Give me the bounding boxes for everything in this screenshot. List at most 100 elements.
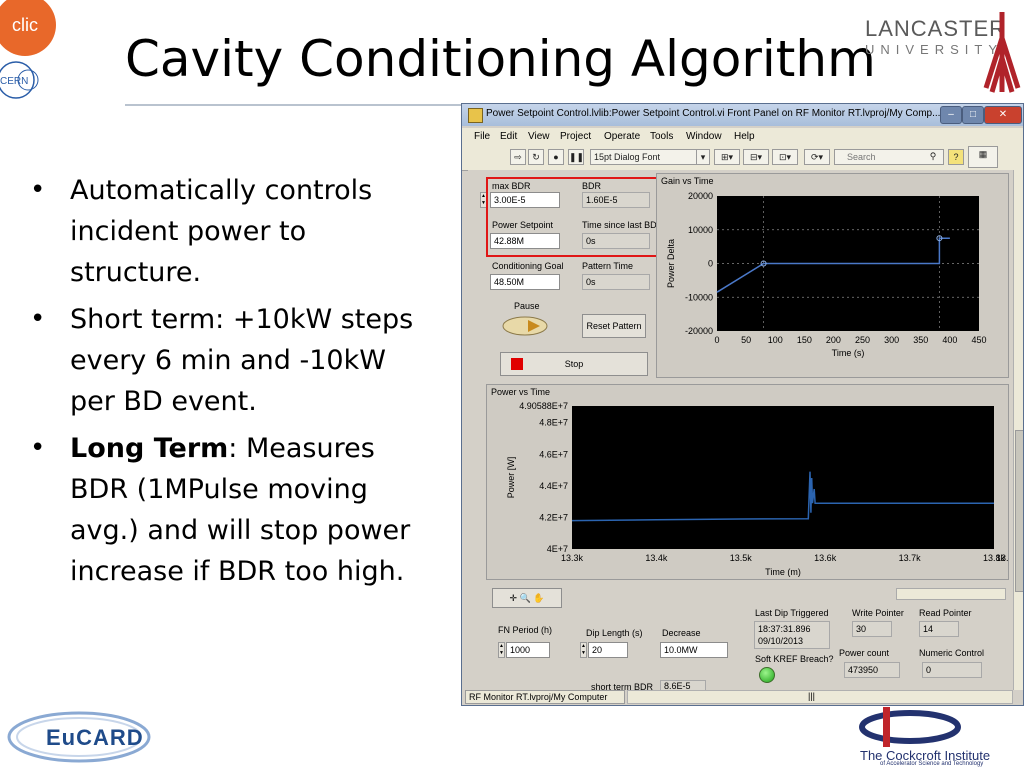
- gain-xtick-label: 300: [884, 335, 899, 345]
- power-setpoint-field[interactable]: 42.88M: [490, 233, 560, 249]
- menu-view[interactable]: View: [528, 131, 550, 142]
- power-xtick-label: 13.7k: [899, 553, 922, 563]
- slide-title: Cavity Conditioning Algorithm: [125, 30, 876, 88]
- clic-logo: clic: [0, 0, 56, 56]
- menu-edit[interactable]: Edit: [500, 131, 518, 142]
- gain-xtick-label: 350: [913, 335, 928, 345]
- soft-kref-label: Soft KREF Breach?: [755, 654, 834, 664]
- read-pointer-indicator: 14: [919, 621, 959, 637]
- power-setpoint-label: Power Setpoint: [492, 220, 554, 230]
- bdr-indicator: 1.60E-5: [582, 192, 650, 208]
- decrease-field[interactable]: 10.0MW: [660, 642, 728, 658]
- power-xtick-label: 13.4k: [645, 553, 668, 563]
- power-ytick-label: 4.2E+7: [539, 512, 568, 522]
- write-pointer-indicator: 30: [852, 621, 892, 637]
- write-pointer-label: Write Pointer: [852, 608, 904, 618]
- bullet-long-term: Long Term: Measures BDR (1MPulse moving …: [28, 428, 428, 592]
- search-icon[interactable]: ⚲: [929, 151, 937, 161]
- pause-label: Pause: [514, 301, 540, 311]
- pause-icon[interactable]: ❚❚: [568, 149, 584, 165]
- power-xtick-end-label: 13.8k: [996, 553, 1009, 563]
- menu-window[interactable]: Window: [686, 131, 722, 142]
- window-titlebar[interactable]: Power Setpoint Control.lvlib:Power Setpo…: [462, 104, 1023, 126]
- gain-marker: [760, 260, 767, 267]
- pattern-time-label: Pattern Time: [582, 261, 634, 271]
- font-select-dropdown-icon[interactable]: ▾: [696, 149, 710, 165]
- power-yaxis-label: Power [W]: [506, 457, 516, 499]
- power-xtick-label: 13.5k: [730, 553, 753, 563]
- bullet-automatic: Automatically controls incident power to…: [28, 170, 428, 293]
- menu-tools[interactable]: Tools: [650, 131, 674, 142]
- numeric-control-label: Numeric Control: [919, 648, 985, 658]
- stop-button[interactable]: Stop: [500, 352, 648, 376]
- resize-objects-icon[interactable]: ⊡▾: [772, 149, 798, 165]
- align-objects-icon[interactable]: ⊞▾: [714, 149, 740, 165]
- reset-pattern-button[interactable]: Reset Pattern: [582, 314, 646, 338]
- gain-ytick-label: -20000: [685, 326, 713, 336]
- bullet-list: Automatically controls incident power to…: [28, 170, 428, 598]
- pattern-time-indicator: 0s: [582, 274, 650, 290]
- last-dip-date: 09/10/2013: [758, 636, 804, 646]
- font-select-value: 15pt Dialog Font: [594, 152, 661, 162]
- power-vs-time-plot: 4.90588E+74.8E+74.6E+74.4E+74.2E+74E+713…: [506, 401, 1009, 577]
- maximize-button[interactable]: □: [962, 106, 984, 124]
- last-dip-indicator: 18:37:31.896 09/10/2013: [754, 621, 830, 649]
- font-select[interactable]: 15pt Dialog Font: [590, 149, 710, 165]
- pan-hand-icon[interactable]: ✋: [533, 593, 545, 603]
- cursor-move-icon[interactable]: ✛: [509, 593, 518, 603]
- reorder-icon[interactable]: ⟳▾: [804, 149, 830, 165]
- help-icon[interactable]: ?: [948, 149, 964, 165]
- power-ytick-label: 4E+7: [547, 544, 568, 554]
- pause-toggle[interactable]: [502, 316, 548, 336]
- dip-length-field[interactable]: 20: [588, 642, 628, 658]
- graph-palette[interactable]: ✛ 🔍 ✋: [492, 588, 562, 608]
- power-ytick-label: 4.6E+7: [539, 449, 568, 459]
- cockcroft-sublabel: of Accelerator Science and Technology: [880, 761, 984, 767]
- dip-length-stepper[interactable]: ▲ ▼: [580, 642, 587, 658]
- minimize-button[interactable]: –: [940, 106, 962, 124]
- vi-icon: [468, 108, 483, 123]
- fn-period-field[interactable]: 1000: [506, 642, 550, 658]
- run-continuously-icon[interactable]: ↻: [528, 149, 544, 165]
- gain-marker: [936, 235, 943, 242]
- abort-icon[interactable]: ●: [548, 149, 564, 165]
- power-xaxis-label: Time (m): [765, 567, 801, 577]
- horizontal-scroll-grip[interactable]: |||: [808, 691, 816, 701]
- menu-file[interactable]: File: [474, 131, 491, 142]
- last-dip-label: Last Dip Triggered: [755, 608, 829, 618]
- lancaster-logo: LANCASTER UNIVERSITY: [865, 16, 1006, 57]
- gain-ytick-label: 20000: [688, 191, 713, 201]
- power-count-label: Power count: [839, 648, 890, 658]
- gain-yaxis-label: Power Delta: [666, 239, 676, 288]
- menu-operate[interactable]: Operate: [604, 131, 641, 142]
- short-term-bdr-label: short term BDR: [591, 682, 654, 692]
- gain-xtick-label: 200: [826, 335, 841, 345]
- vertical-scrollbar[interactable]: [1013, 170, 1023, 690]
- window-title: Power Setpoint Control.lvlib:Power Setpo…: [486, 108, 941, 119]
- labview-window: Power Setpoint Control.lvlib:Power Setpo…: [461, 103, 1024, 706]
- search-input[interactable]: Search: [834, 149, 944, 165]
- horizontal-scrollbar[interactable]: |||: [627, 690, 1013, 704]
- menu-help[interactable]: Help: [734, 131, 755, 142]
- run-arrow-icon[interactable]: ⇨: [510, 149, 526, 165]
- zoom-icon[interactable]: 🔍: [519, 593, 531, 603]
- fn-period-stepper[interactable]: ▲ ▼: [498, 642, 505, 658]
- lancaster-logo-line1: LANCASTER: [865, 16, 1007, 41]
- power-ytick-label: 4.8E+7: [539, 418, 568, 428]
- dip-length-label: Dip Length (s): [586, 628, 643, 638]
- bullet-short-term: Short term: +10kW steps every 6 min and …: [28, 299, 428, 422]
- gain-ytick-label: 10000: [688, 225, 713, 235]
- lancaster-crest-icon: [983, 12, 1021, 93]
- vertical-scroll-thumb[interactable]: [1015, 430, 1023, 592]
- graph-scrollbar[interactable]: [896, 588, 1006, 600]
- cockcroft-logo-icon: [859, 707, 961, 747]
- conditioning-goal-field[interactable]: 48.50M: [490, 274, 560, 290]
- conditioning-goal-label: Conditioning Goal: [492, 261, 564, 271]
- time-since-last-bd-indicator: 0s: [582, 233, 650, 249]
- distribute-objects-icon[interactable]: ⊟▾: [743, 149, 769, 165]
- max-bdr-field[interactable]: 3.00E-5: [490, 192, 560, 208]
- close-button[interactable]: ✕: [984, 106, 1022, 124]
- menu-project[interactable]: Project: [560, 131, 592, 142]
- gain-ytick-label: -10000: [685, 292, 713, 302]
